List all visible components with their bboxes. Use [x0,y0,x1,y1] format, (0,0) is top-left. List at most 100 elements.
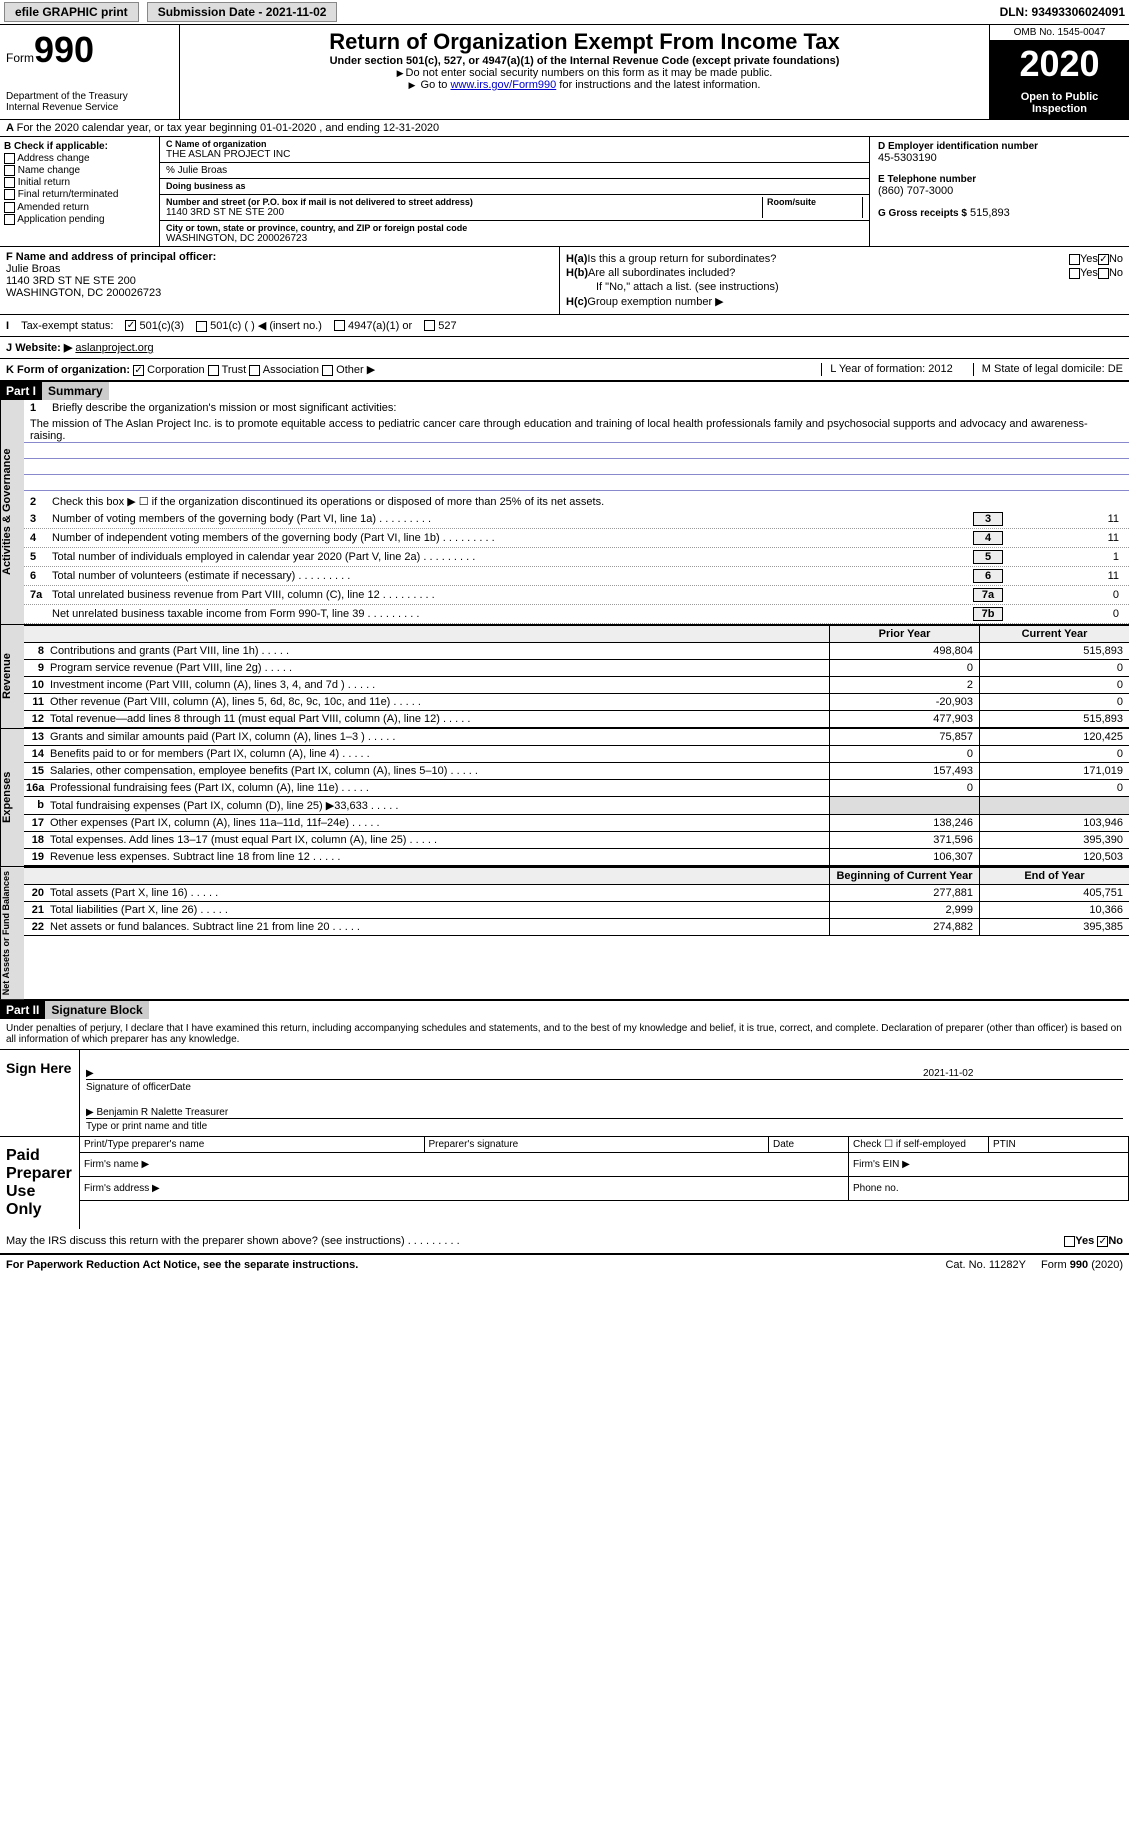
mission-blank2 [24,461,1129,475]
form-number-box: Form990 Department of the Treasury Inter… [0,25,180,119]
ha-yes[interactable] [1069,254,1080,265]
website-value: aslanproject.org [75,342,153,354]
dba-cell: Doing business as [160,179,869,195]
chk-other[interactable] [322,365,333,376]
chk-final-return[interactable]: Final return/terminated [4,189,155,200]
omb-number: OMB No. 1545-0047 [990,25,1129,41]
prep-date-hdr: Date [769,1137,849,1153]
col-current: Current Year [979,626,1129,642]
governance-content: 1Briefly describe the organization's mis… [24,400,1129,624]
chk-501c[interactable] [196,321,207,332]
city-label: City or town, state or province, country… [166,223,863,233]
col-h-group: H(a) Is this a group return for subordin… [560,247,1129,314]
dln-text: DLN: 93493306024091 [1000,5,1125,19]
city-cell: City or town, state or province, country… [160,221,869,246]
firm-addr-row: Firm's address ▶Phone no. [80,1177,1129,1201]
calendar-year-text: For the 2020 calendar year, or tax year … [17,122,440,134]
h-b-text: Are all subordinates included? [588,267,1069,279]
section-f-h: F Name and address of principal officer:… [0,247,1129,315]
ein-label: D Employer identification number [878,141,1121,152]
hb-no[interactable] [1098,268,1109,279]
table-row: 16aProfessional fundraising fees (Part I… [24,780,1129,797]
prep-ptin-hdr: PTIN [989,1137,1129,1153]
ein-value: 45-5303190 [878,152,1121,164]
hb-yes[interactable] [1069,268,1080,279]
opt-501c3: 501(c)(3) [139,320,184,332]
website-label: Website: ▶ [15,342,72,354]
irs-link[interactable]: www.irs.gov/Form990 [450,79,556,91]
chk-501c3[interactable] [125,320,136,331]
table-row: 20Total assets (Part X, line 16) . . . .… [24,885,1129,902]
table-row: 21Total liabilities (Part X, line 26) . … [24,902,1129,919]
chk-amended[interactable]: Amended return [4,202,155,213]
col-b-checkboxes: B Check if applicable: Address change Na… [0,137,160,246]
revenue-header: Prior YearCurrent Year [24,625,1129,643]
mission-blank3 [24,477,1129,491]
vtab-netassets: Net Assets or Fund Balances [0,867,24,999]
netassets-content: Beginning of Current YearEnd of Year 20T… [24,867,1129,999]
part-2-header: Part IISignature Block [0,1001,1129,1019]
form-title-block: Return of Organization Exempt From Incom… [180,25,989,119]
gross-label: G Gross receipts $ [878,208,967,219]
org-name: THE ASLAN PROJECT INC [166,149,863,160]
submission-button[interactable]: Submission Date - 2021-11-02 [147,2,338,22]
form-org-label: K Form of organization: [6,364,130,376]
street-address: 1140 3RD ST NE STE 200 [166,207,758,218]
signature-declaration: Under penalties of perjury, I declare th… [0,1019,1129,1049]
efile-button[interactable]: efile GRAPHIC print [4,2,139,22]
h-c-text: Group exemption number ▶ [587,295,723,308]
expenses-section: Expenses 13Grants and similar amounts pa… [0,729,1129,867]
firm-name: Firm's name ▶ [80,1153,849,1177]
prep-name-hdr: Print/Type preparer's name [80,1137,425,1153]
ha-no[interactable] [1098,254,1109,265]
opt-527: 527 [438,320,456,332]
chk-4947[interactable] [334,320,345,331]
firm-phone: Phone no. [849,1177,1129,1201]
chk-527[interactable] [424,320,435,331]
open-inspection: Open to Public Inspection [990,87,1129,119]
line2-text: Check this box ▶ ☐ if the organization d… [52,495,1123,508]
line1-text: Briefly describe the organization's miss… [52,402,1123,414]
irs-yes[interactable] [1064,1236,1075,1247]
tax-status-label: Tax-exempt status: [21,320,113,332]
form-title: Return of Organization Exempt From Incom… [184,29,985,55]
col-beginning: Beginning of Current Year [829,868,979,884]
form-number: 990 [34,29,94,70]
chk-assoc[interactable] [249,365,260,376]
cat-no: Cat. No. 11282Y [945,1259,1025,1271]
officer-addr1: 1140 3RD ST NE STE 200 [6,275,553,287]
topbar: efile GRAPHIC print Submission Date - 20… [0,0,1129,25]
page-footer: For Paperwork Reduction Act Notice, see … [0,1253,1129,1275]
part2-title: Signature Block [45,1001,148,1019]
chk-address-change[interactable]: Address change [4,153,155,164]
ein-block: D Employer identification number 45-5303… [878,141,1121,164]
form-prefix: Form [6,51,34,65]
row-i-tax-status: I Tax-exempt status: 501(c)(3) 501(c) ( … [0,315,1129,337]
table-row: 22Net assets or fund balances. Subtract … [24,919,1129,936]
gov-line: 3Number of voting members of the governi… [24,510,1129,529]
preparer-table: Print/Type preparer's name Preparer's si… [80,1137,1129,1153]
chk-name-change[interactable]: Name change [4,165,155,176]
firm-name-row: Firm's name ▶Firm's EIN ▶ [80,1153,1129,1177]
col-f-officer: F Name and address of principal officer:… [0,247,560,314]
table-row: 9Program service revenue (Part VIII, lin… [24,660,1129,677]
opt-4947: 4947(a)(1) or [348,320,412,332]
gross-receipts-block: G Gross receipts $ 515,893 [878,207,1121,219]
opt-assoc: Association [263,364,319,376]
chk-trust[interactable] [208,365,219,376]
row-k-form-org: K Form of organization: Corporation Trus… [0,359,1129,382]
table-row: 19Revenue less expenses. Subtract line 1… [24,849,1129,866]
expenses-content: 13Grants and similar amounts paid (Part … [24,729,1129,866]
dept-treasury: Department of the Treasury Internal Reve… [6,91,173,113]
paid-preparer-label: Paid Preparer Use Only [0,1137,80,1229]
sig-name-label: Type or print name and title [86,1121,1123,1132]
paperwork-notice: For Paperwork Reduction Act Notice, see … [6,1259,358,1271]
chk-initial-return[interactable]: Initial return [4,177,155,188]
row-j-website: J Website: ▶ aslanproject.org [0,337,1129,359]
officer-label: F Name and address of principal officer: [6,251,553,263]
chk-corp[interactable] [133,365,144,376]
mission-text: The mission of The Aslan Project Inc. is… [24,418,1129,443]
chk-application-pending[interactable]: Application pending [4,214,155,225]
irs-no[interactable] [1097,1236,1108,1247]
netassets-section: Net Assets or Fund Balances Beginning of… [0,867,1129,1001]
